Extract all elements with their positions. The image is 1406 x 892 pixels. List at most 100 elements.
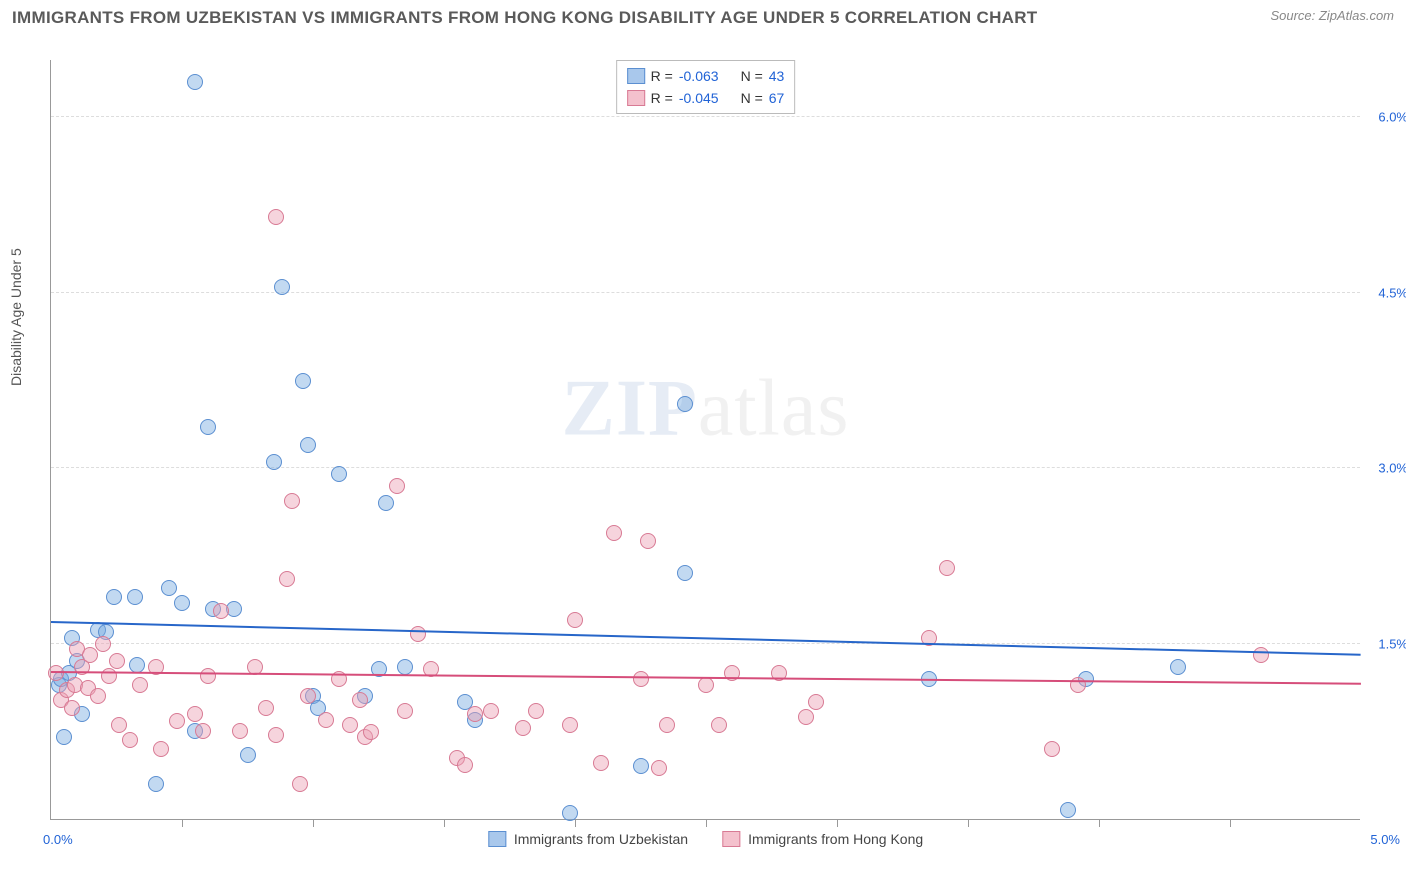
data-point-hongkong [292, 776, 308, 792]
legend-row-1: R = -0.063 N = 43 [627, 65, 785, 87]
data-point-hongkong [111, 717, 127, 733]
legend-swatch-uzbekistan [488, 831, 506, 847]
data-point-hongkong [342, 717, 358, 733]
data-point-hongkong [363, 724, 379, 740]
plot-area: ZIPatlas R = -0.063 N = 43 R = -0.045 N … [50, 60, 1360, 820]
data-point-hongkong [232, 723, 248, 739]
gridline [51, 643, 1360, 644]
x-tick [182, 819, 183, 827]
n-value-1: 43 [769, 65, 785, 87]
y-tick-label: 3.0% [1378, 461, 1406, 476]
legend-swatch-pink [627, 90, 645, 106]
data-point-uzbekistan [274, 279, 290, 295]
y-tick-label: 1.5% [1378, 636, 1406, 651]
data-point-hongkong [593, 755, 609, 771]
chart-source: Source: ZipAtlas.com [1270, 8, 1394, 23]
r-value-2: -0.045 [679, 87, 719, 109]
data-point-hongkong [457, 757, 473, 773]
data-point-uzbekistan [677, 396, 693, 412]
data-point-uzbekistan [106, 589, 122, 605]
series-legend: Immigrants from Uzbekistan Immigrants fr… [488, 831, 923, 847]
data-point-hongkong [798, 709, 814, 725]
data-point-hongkong [200, 668, 216, 684]
data-point-hongkong [633, 671, 649, 687]
data-point-hongkong [132, 677, 148, 693]
data-point-hongkong [562, 717, 578, 733]
data-point-uzbekistan [161, 580, 177, 596]
y-tick-label: 6.0% [1378, 110, 1406, 125]
data-point-uzbekistan [200, 419, 216, 435]
correlation-legend: R = -0.063 N = 43 R = -0.045 N = 67 [616, 60, 796, 114]
legend-swatch-blue [627, 68, 645, 84]
x-tick [706, 819, 707, 827]
n-label-2: N = [741, 87, 763, 109]
data-point-uzbekistan [129, 657, 145, 673]
legend-item-uzbekistan: Immigrants from Uzbekistan [488, 831, 688, 847]
data-point-uzbekistan [633, 758, 649, 774]
x-tick [968, 819, 969, 827]
x-tick [575, 819, 576, 827]
data-point-hongkong [187, 706, 203, 722]
data-point-hongkong [640, 533, 656, 549]
data-point-hongkong [90, 688, 106, 704]
data-point-hongkong [410, 626, 426, 642]
watermark: ZIPatlas [562, 364, 850, 455]
data-point-hongkong [389, 478, 405, 494]
data-point-uzbekistan [300, 437, 316, 453]
data-point-hongkong [169, 713, 185, 729]
data-point-uzbekistan [56, 729, 72, 745]
gridline [51, 292, 1360, 293]
data-point-hongkong [64, 700, 80, 716]
legend-swatch-hongkong [722, 831, 740, 847]
data-point-uzbekistan [677, 565, 693, 581]
data-point-hongkong [698, 677, 714, 693]
data-point-hongkong [279, 571, 295, 587]
r-value-1: -0.063 [679, 65, 719, 87]
data-point-hongkong [213, 603, 229, 619]
trend-line-uzbekistan [51, 621, 1361, 656]
data-point-uzbekistan [240, 747, 256, 763]
legend-item-hongkong: Immigrants from Hong Kong [722, 831, 923, 847]
data-point-hongkong [1044, 741, 1060, 757]
x-tick [1099, 819, 1100, 827]
x-tick [837, 819, 838, 827]
x-tick [1230, 819, 1231, 827]
data-point-hongkong [606, 525, 622, 541]
chart-title: IMMIGRANTS FROM UZBEKISTAN VS IMMIGRANTS… [12, 8, 1038, 28]
gridline [51, 116, 1360, 117]
data-point-uzbekistan [378, 495, 394, 511]
data-point-hongkong [82, 647, 98, 663]
data-point-uzbekistan [148, 776, 164, 792]
data-point-hongkong [808, 694, 824, 710]
data-point-uzbekistan [187, 74, 203, 90]
data-point-hongkong [284, 493, 300, 509]
data-point-hongkong [95, 636, 111, 652]
n-label-1: N = [741, 65, 763, 87]
data-point-uzbekistan [127, 589, 143, 605]
n-value-2: 67 [769, 87, 785, 109]
data-point-hongkong [258, 700, 274, 716]
x-tick [313, 819, 314, 827]
data-point-hongkong [122, 732, 138, 748]
chart-header: IMMIGRANTS FROM UZBEKISTAN VS IMMIGRANTS… [12, 8, 1394, 38]
r-label-1: R = [651, 65, 673, 87]
data-point-hongkong [352, 692, 368, 708]
data-point-uzbekistan [331, 466, 347, 482]
x-tick [444, 819, 445, 827]
data-point-hongkong [567, 612, 583, 628]
data-point-hongkong [300, 688, 316, 704]
data-point-hongkong [515, 720, 531, 736]
data-point-hongkong [268, 209, 284, 225]
data-point-hongkong [1253, 647, 1269, 663]
data-point-uzbekistan [295, 373, 311, 389]
y-tick-label: 4.5% [1378, 285, 1406, 300]
data-point-hongkong [1070, 677, 1086, 693]
data-point-hongkong [109, 653, 125, 669]
watermark-zip: ZIP [562, 365, 698, 453]
data-point-hongkong [268, 727, 284, 743]
data-point-uzbekistan [1060, 802, 1076, 818]
data-point-hongkong [467, 706, 483, 722]
watermark-atlas: atlas [698, 365, 850, 453]
data-point-hongkong [659, 717, 675, 733]
legend-label-uzbekistan: Immigrants from Uzbekistan [514, 831, 688, 847]
